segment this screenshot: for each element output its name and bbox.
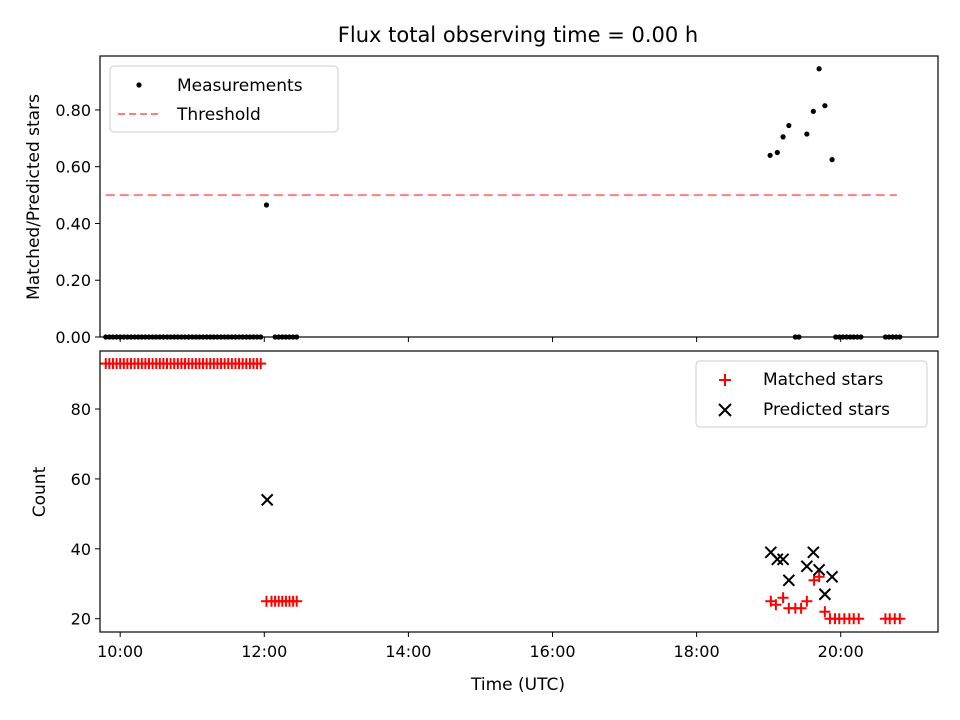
bottom-y-axis-label: Count [30,466,50,517]
matched-stars-point [795,602,807,614]
measurement-point [810,108,816,114]
bottom-legend-box [695,360,928,428]
predicted-stars-point [782,574,796,587]
legend-measurements-label: Measurements [177,76,303,96]
top-y-axis-label: Matched/Predicted stars [24,94,44,300]
top-y-tick-label: 0.20 [55,271,91,290]
matched-stars-point [813,571,825,583]
predicted-stars-point [825,570,839,583]
chart-title: Flux total observing time = 0.00 h [338,23,698,47]
top-y-tick-label: 0.00 [55,328,91,347]
predicted-stars-point [771,553,784,566]
x-tick-label: 16:00 [529,642,575,661]
bottom-y-tick-label: 80 [71,400,91,419]
measurement-point [816,66,822,72]
bottom-panel: Count Time (UTC) 20 40 60 80 10:00 12:00 14:00… [30,350,939,695]
measurement-point [822,103,828,109]
measurement-point [804,131,810,137]
predicted-stars-point [800,560,814,573]
x-tick-label: 10:00 [97,642,143,661]
measurement-point [829,157,835,163]
matched-stars-point [853,613,865,625]
top-y-tick-label: 0.60 [55,158,91,177]
legend-threshold-label: Threshold [176,105,261,125]
measurement-point [780,134,786,140]
matched-stars-point [770,599,782,611]
top-legend-box [109,65,339,133]
predicted-stars-point [818,588,832,601]
top-panel: Flux total observing time = 0.00 h Match… [24,23,939,347]
matched-stars-point [819,606,831,618]
x-tick-label: 12:00 [241,642,287,661]
predicted-stars-point [260,493,274,507]
bottom-y-tick-label: 20 [71,610,91,629]
measurement-point [786,122,792,129]
bottom-y-tick-label: 60 [71,470,91,489]
top-axes-frame [99,55,939,338]
measurement-point [263,202,270,208]
top-marks [103,66,903,340]
predicted-stars-point [776,553,790,566]
matched-stars-point [801,595,813,607]
matched-stars-point [255,358,267,370]
matched-stars-point [894,613,906,625]
legend-matched-label: Matched stars [763,370,883,390]
x-axis-label: Time (UTC) [470,675,565,695]
predicted-stars-point [807,546,820,559]
top-legend: Measurements Threshold [109,65,339,133]
legend-predicted-marker [718,403,732,417]
x-tick-label: 14:00 [385,642,431,661]
matched-stars-point [777,592,789,604]
x-tick-label: 20:00 [818,642,864,661]
top-ticks: 0.00 0.20 0.40 0.60 0.80 [55,101,842,347]
x-tick-label: 18:00 [674,642,720,661]
bottom-y-tick-label: 40 [71,540,91,559]
predicted-stars-point [812,563,826,576]
measurement-point [774,149,780,156]
legend-matched-marker [719,374,731,386]
bottom-axes-frame [99,350,939,633]
legend-predicted-label: Predicted stars [763,400,890,420]
top-y-tick-label: 0.80 [55,101,91,120]
legend-measurements-marker [136,82,142,88]
top-y-tick-label: 0.40 [55,214,91,233]
matched-stars-point [291,595,303,607]
bottom-legend: Matched stars Predicted stars [695,360,928,428]
bottom-ticks: 20 40 60 80 10:00 12:00 14:00 16:00 18:00 20:00 [71,400,864,661]
measurement-point [767,152,773,158]
bottom-marks [100,358,906,625]
